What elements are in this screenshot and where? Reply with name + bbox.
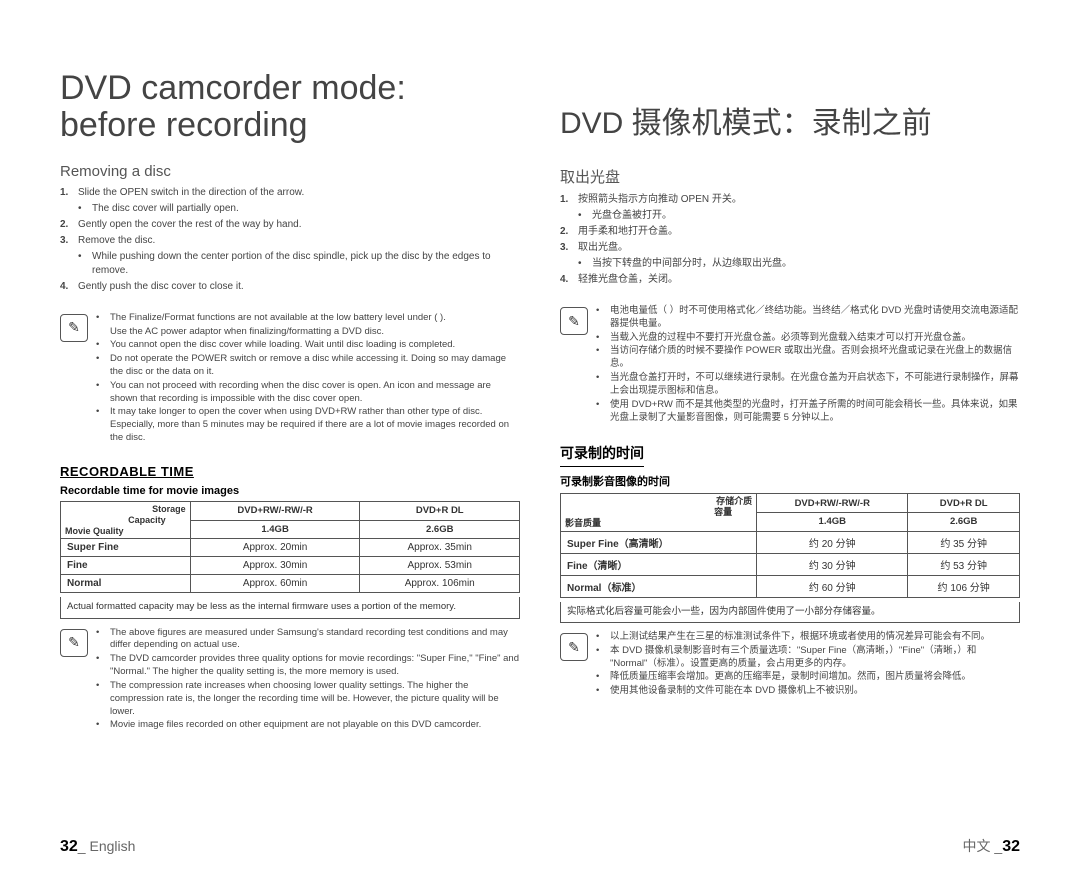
main-title-zh: DVD 摄像机模式：录制之前: [560, 106, 1020, 142]
manual-page: DVD camcorder mode: before recording Rem…: [0, 0, 1080, 886]
page-number-zh: 中文 _32: [963, 836, 1020, 856]
page-number-en: 32_ English: [60, 838, 135, 856]
note-icon: ✎: [560, 307, 588, 335]
recordable-time-heading-zh: 可录制的时间: [560, 443, 644, 467]
main-title-en: DVD camcorder mode: before recording: [60, 70, 520, 145]
note-icon: ✎: [560, 633, 588, 661]
english-column: DVD camcorder mode: before recording Rem…: [60, 70, 520, 846]
removing-disc-heading-en: Removing a disc: [60, 163, 520, 180]
note-block-1-zh: ✎ •电池电量低（ ）时不可使用格式化／终结功能。当终结／格式化 DVD 光盘时…: [560, 305, 1020, 425]
note-block-1-en: ✎ •The Finalize/Format functions are not…: [60, 312, 520, 446]
note-block-2-en: ✎ •The above figures are measured under …: [60, 627, 520, 734]
note-block-2-zh: ✎ •以上测试结果产生在三星的标准测试条件下，根据环境或者使用的情况差异可能会有…: [560, 631, 1020, 699]
table-footnote-en: Actual formatted capacity may be less as…: [60, 597, 520, 618]
steps-en: 1.Slide the OPEN switch in the direction…: [60, 186, 520, 296]
steps-zh: 1.按照箭头指示方向推动 OPEN 开关。 •光盘仓盖被打开。 2.用手柔和地打…: [560, 193, 1020, 289]
table-footnote-zh: 实际格式化后容量可能会小一些，因为内部固件使用了一小部分存储容量。: [560, 602, 1020, 623]
table-subtitle-en: Recordable time for movie images: [60, 485, 520, 497]
removing-disc-heading-zh: 取出光盘: [560, 166, 1020, 187]
recordable-time-table-zh: 存储介质 容量 影音质量 DVD+RW/-RW/-R DVD+R DL 1.4G…: [560, 493, 1020, 597]
note-icon: ✎: [60, 314, 88, 342]
recordable-time-heading-en: RECORDABLE TIME: [60, 464, 520, 479]
table-subtitle-zh: 可录制影音图像的时间: [560, 473, 1020, 489]
chinese-column: DVD 摄像机模式：录制之前 取出光盘 1.按照箭头指示方向推动 OPEN 开关…: [560, 70, 1020, 846]
note-icon: ✎: [60, 629, 88, 657]
recordable-time-table-en: Storage Capacity Movie Quality DVD+RW/-R…: [60, 501, 520, 593]
